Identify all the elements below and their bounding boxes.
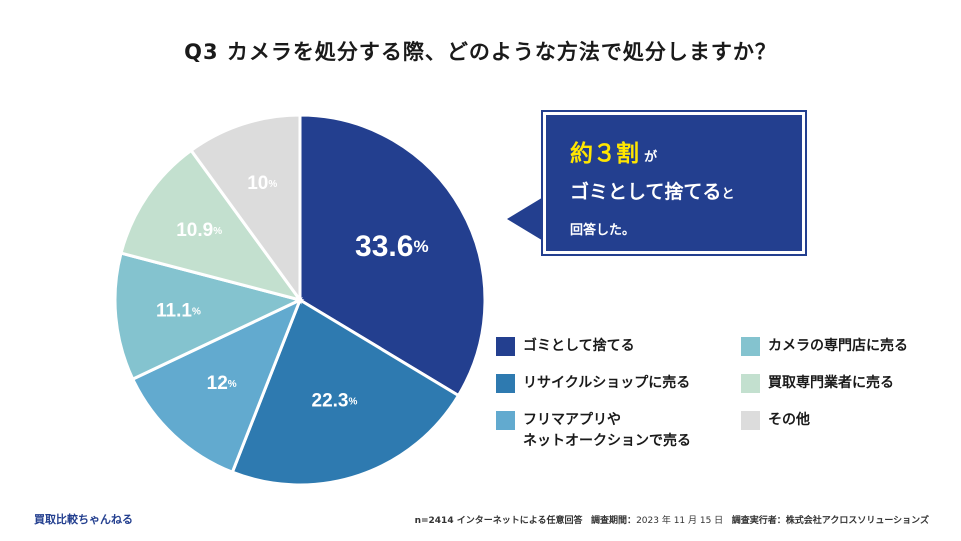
survey-note: n=2414 インターネットによる任意回答 調査期間：2023 年 11 月 1… <box>415 513 929 526</box>
legend-label: 買取専門業者に売る <box>768 375 894 391</box>
legend-item: その他 <box>741 410 810 431</box>
pie-slice-label: 10% <box>247 173 277 194</box>
survey-period: 2023 年 11 月 15 日 <box>636 516 724 526</box>
legend-swatch <box>496 411 515 430</box>
legend-swatch <box>496 337 515 356</box>
pie-slice <box>230 297 461 487</box>
legend-label: ゴミとして捨てる <box>523 338 635 354</box>
legend-label: リサイクルショップに売る <box>523 375 691 391</box>
legend-item: カメラの専門店に売る <box>741 336 908 357</box>
callout-line3: 回答した。 <box>570 223 636 238</box>
legend-swatch <box>741 374 760 393</box>
chart-title: Q3 カメラを処分する際、どのような方法で処分しますか？ <box>184 40 777 64</box>
brand-name: 買取比較ちゃんねる <box>34 513 133 526</box>
callout-line2: ゴミとして捨てる <box>570 181 722 203</box>
pie-slice <box>113 251 305 382</box>
pie-slice <box>189 113 302 305</box>
legend-swatch <box>496 374 515 393</box>
pie-slice-label: 22.3% <box>312 391 358 412</box>
callout-highlight: 約３割 <box>570 141 639 167</box>
legend-swatch <box>741 337 760 356</box>
legend-item: 買取専門業者に売る <box>741 373 894 394</box>
pie-slice-label: 10.9% <box>176 220 222 241</box>
pie-slice-label: 33.6% <box>355 230 429 263</box>
legend-label: その他 <box>768 412 810 428</box>
pie-slice <box>298 113 487 398</box>
survey-org: 株式会社アクロスソリューションズ <box>785 516 929 526</box>
survey-period-label: 調査期間： <box>591 516 637 526</box>
legend-item: リサイクルショップに売る <box>496 373 690 394</box>
callout-line2-suffix: と <box>721 187 735 202</box>
survey-org-label: 調査実行者： <box>731 516 786 526</box>
survey-sample: n=2414 インターネットによる任意回答 <box>414 516 583 526</box>
legend-item: フリマアプリや ネットオークションで売る <box>496 410 691 452</box>
callout-line1-suffix: が <box>644 150 658 165</box>
legend-swatch <box>741 411 760 430</box>
pie-slice <box>130 297 303 475</box>
legend-label: カメラの専門店に売る <box>768 338 908 354</box>
callout-tail <box>507 196 545 242</box>
pie-slice <box>119 148 304 303</box>
legend-label: フリマアプリや ネットオークションで売る <box>523 412 691 449</box>
callout-box: 約３割 が ゴミとして捨てると 回答した。 <box>541 110 807 256</box>
legend-item: ゴミとして捨てる <box>496 336 635 357</box>
pie-slice-label: 12% <box>207 373 237 394</box>
pie-slice-label: 11.1% <box>156 300 201 321</box>
